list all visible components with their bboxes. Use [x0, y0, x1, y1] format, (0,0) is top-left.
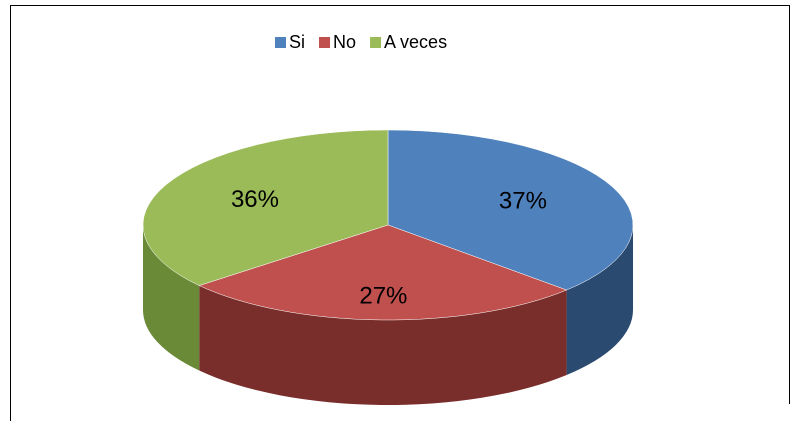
slice-side: [566, 225, 633, 376]
slice-side: [143, 225, 200, 371]
legend-label: No: [333, 32, 356, 52]
legend-swatch: [275, 37, 286, 48]
value-label: 37%: [499, 188, 547, 215]
legend-swatch: [319, 37, 331, 48]
chart-frame: [10, 5, 790, 421]
value-labels: 37% 27% 36%: [231, 186, 547, 309]
value-label: 27%: [359, 282, 407, 309]
slice-side: [199, 285, 567, 405]
slice: [142, 129, 389, 286]
legend: Si No A veces: [275, 32, 447, 52]
pie-sides: [143, 225, 633, 405]
legend-label: Si: [289, 32, 305, 52]
value-label: 36%: [231, 186, 279, 213]
legend-label: A veces: [384, 32, 447, 52]
slice: [198, 224, 568, 321]
slice: [387, 129, 634, 291]
pie-tops: [142, 129, 634, 321]
legend-swatch: [370, 37, 382, 48]
